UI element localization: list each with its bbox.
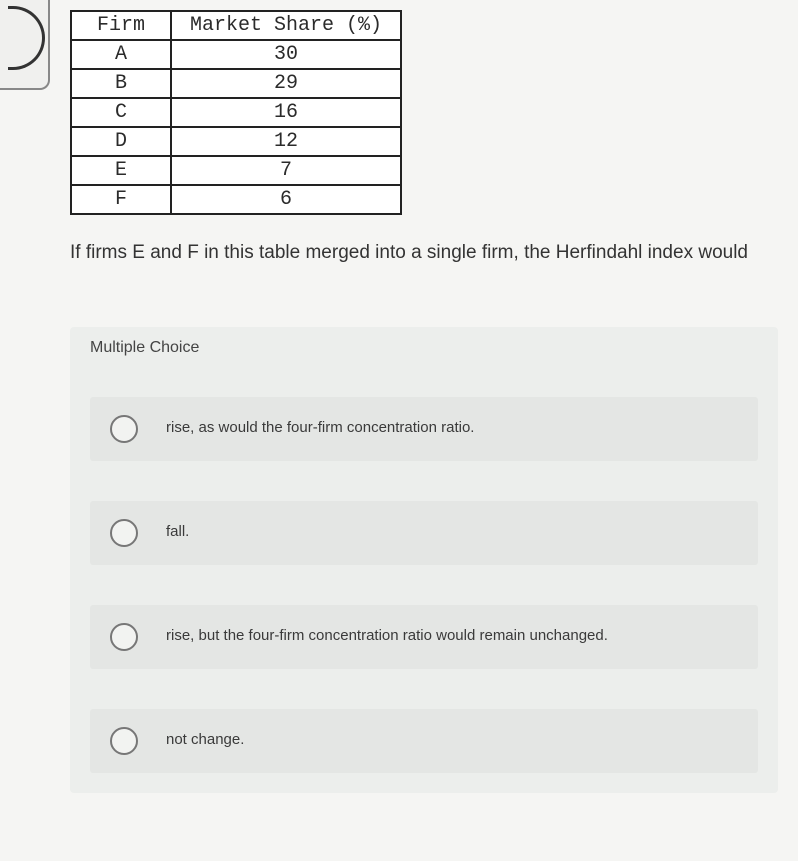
cell-firm: C xyxy=(71,98,171,127)
page-edge-decoration xyxy=(0,0,50,90)
cell-firm: E xyxy=(71,156,171,185)
option-text: rise, as would the four-firm concentrati… xyxy=(166,418,474,438)
cell-share: 30 xyxy=(171,40,401,69)
mc-option[interactable]: rise, as would the four-firm concentrati… xyxy=(90,397,758,461)
question-text: If firms E and F in this table merged in… xyxy=(70,240,778,267)
option-text: rise, but the four-firm concentration ra… xyxy=(166,626,608,646)
mc-option[interactable]: fall. xyxy=(90,501,758,565)
option-text: fall. xyxy=(166,522,189,542)
table-row: A 30 xyxy=(71,40,401,69)
cell-share: 6 xyxy=(171,185,401,214)
firm-market-share-table: Firm Market Share (%) A 30 B 29 C 16 D 1… xyxy=(70,10,402,215)
cell-firm: D xyxy=(71,127,171,156)
content-area: Firm Market Share (%) A 30 B 29 C 16 D 1… xyxy=(0,0,798,793)
radio-icon[interactable] xyxy=(110,519,138,547)
cell-share: 7 xyxy=(171,156,401,185)
mc-option[interactable]: rise, but the four-firm concentration ra… xyxy=(90,605,758,669)
cell-share: 29 xyxy=(171,69,401,98)
radio-icon[interactable] xyxy=(110,415,138,443)
table-row: D 12 xyxy=(71,127,401,156)
table-header-row: Firm Market Share (%) xyxy=(71,11,401,40)
radio-icon[interactable] xyxy=(110,727,138,755)
mc-option[interactable]: not change. xyxy=(90,709,758,773)
table-row: F 6 xyxy=(71,185,401,214)
cell-share: 12 xyxy=(171,127,401,156)
column-header-share: Market Share (%) xyxy=(171,11,401,40)
cell-firm: F xyxy=(71,185,171,214)
cell-firm: B xyxy=(71,69,171,98)
cell-firm: A xyxy=(71,40,171,69)
option-text: not change. xyxy=(166,730,244,750)
multiple-choice-section: Multiple Choice rise, as would the four-… xyxy=(70,327,778,793)
table-row: E 7 xyxy=(71,156,401,185)
mc-title: Multiple Choice xyxy=(90,339,758,357)
radio-icon[interactable] xyxy=(110,623,138,651)
table-row: C 16 xyxy=(71,98,401,127)
cell-share: 16 xyxy=(171,98,401,127)
column-header-firm: Firm xyxy=(71,11,171,40)
table-row: B 29 xyxy=(71,69,401,98)
